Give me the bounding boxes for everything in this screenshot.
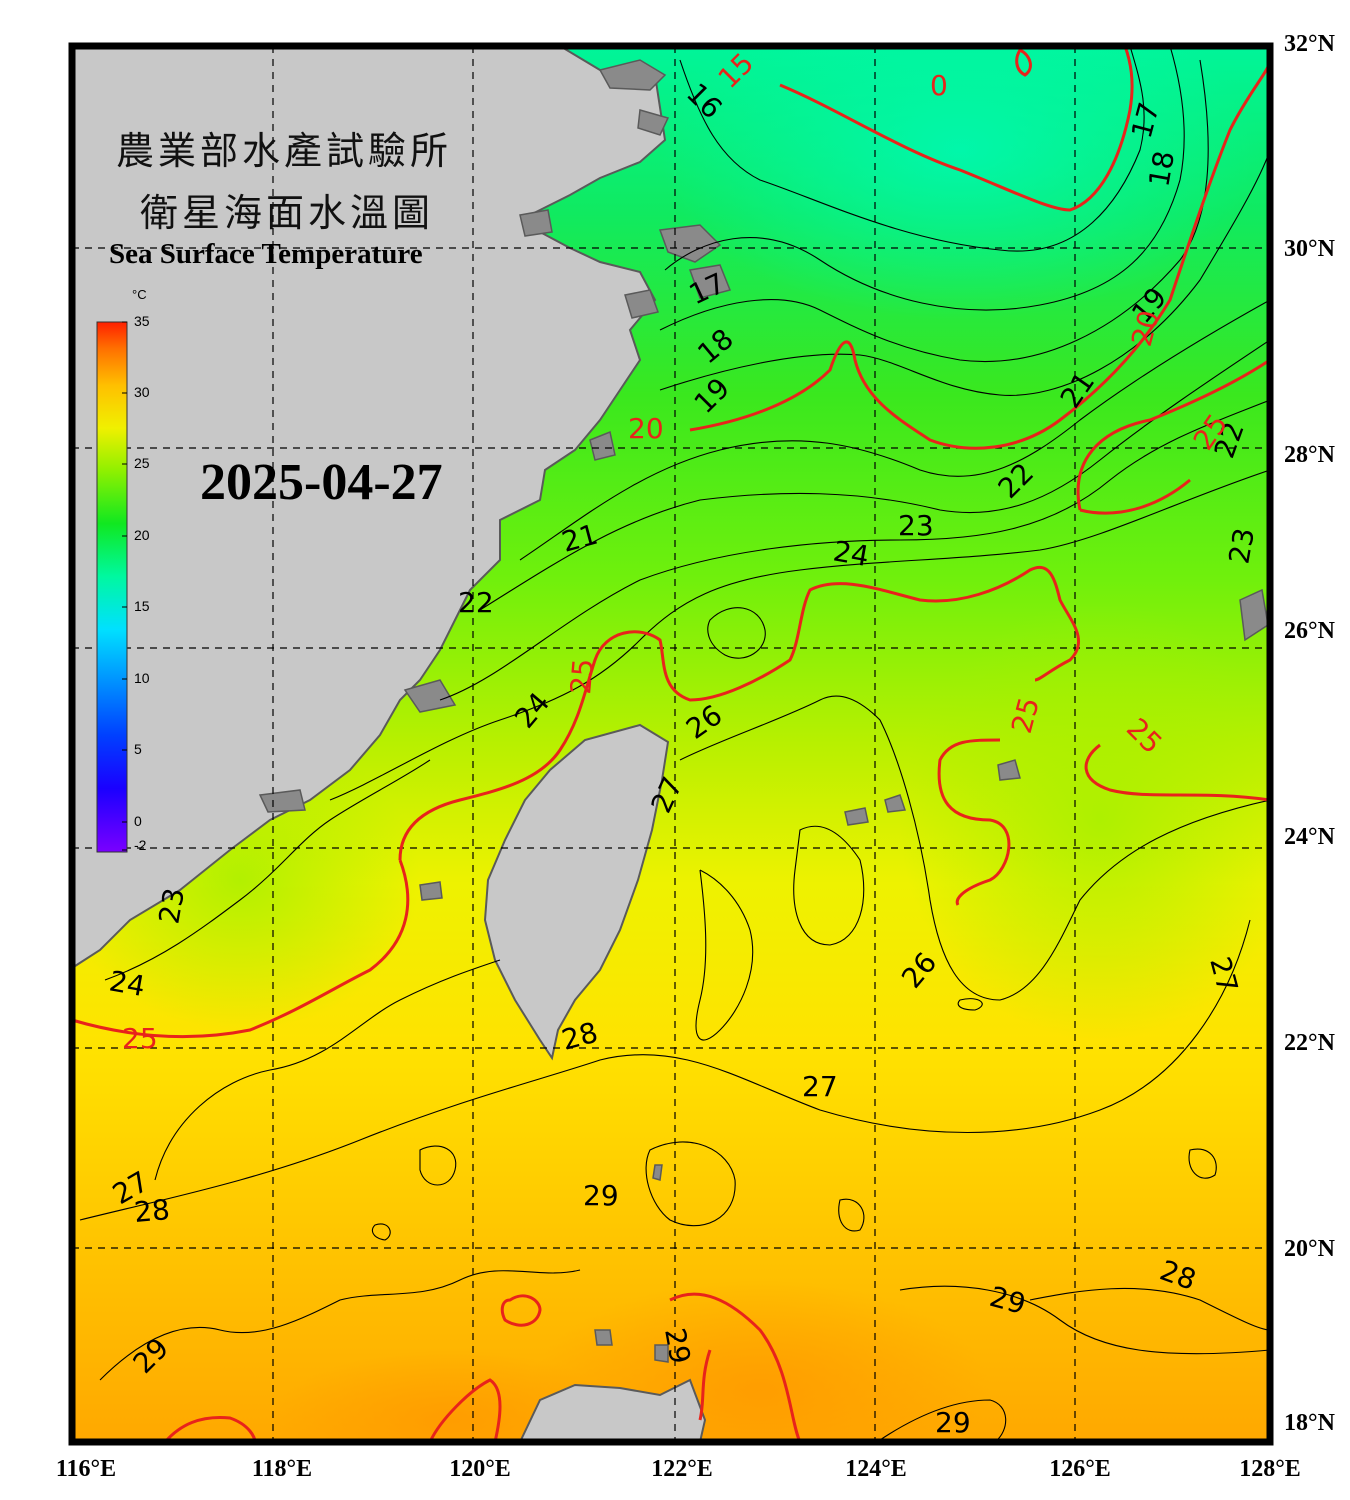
cool-eddy-east xyxy=(900,600,1270,1040)
latitude-label: 32°N xyxy=(1284,31,1335,57)
longitude-label: 116°E xyxy=(55,1456,117,1482)
colorbar-ticks xyxy=(122,321,127,851)
longitude-label: 122°E xyxy=(651,1456,713,1482)
graticule xyxy=(72,46,1270,1442)
contour-label: 29 xyxy=(583,1179,619,1212)
contour-label: 18 xyxy=(1142,148,1181,189)
isotherms-red xyxy=(72,46,1270,1442)
contour-label: 28 xyxy=(133,1193,171,1229)
colorbar-tick-label: 0 xyxy=(134,813,142,829)
latitude-label: 30°N xyxy=(1284,236,1335,262)
latitude-label: 24°N xyxy=(1284,824,1335,850)
latitude-label: 26°N xyxy=(1284,618,1335,644)
contour-label: 25 xyxy=(122,1022,158,1055)
title-english: Sea Surface Temperature xyxy=(109,238,423,270)
luzon-island xyxy=(518,1378,707,1442)
contour-label: 25 xyxy=(564,657,600,695)
map-date: 2025-04-27 xyxy=(200,454,443,511)
contour-label: 27 xyxy=(802,1070,838,1103)
cold-water-pool xyxy=(660,46,1260,320)
colorbar-unit: °C xyxy=(132,287,147,302)
latitude-label: 18°N xyxy=(1284,1410,1335,1436)
taiwan-island xyxy=(483,723,670,1061)
title-chinese-institute: 農業部水產試驗所 xyxy=(116,129,453,173)
china-mainland xyxy=(72,46,667,970)
contour-label: 23 xyxy=(1222,525,1261,566)
ryukyu-islands xyxy=(594,588,1269,1363)
contour-label: 23 xyxy=(152,885,191,926)
contour-label: 29 xyxy=(935,1406,971,1439)
contour-label: 24 xyxy=(831,534,872,573)
colorbar-tick-label: 10 xyxy=(134,670,150,686)
latitude-label: 22°N xyxy=(1284,1030,1335,1056)
contour-label: 0 xyxy=(930,69,948,102)
colorbar-gradient xyxy=(96,321,128,853)
colorbar-tick-label: 15 xyxy=(134,598,150,614)
longitude-label: 120°E xyxy=(449,1456,511,1482)
latitude-label: 28°N xyxy=(1284,442,1335,468)
longitude-label: 126°E xyxy=(1049,1456,1111,1482)
colorbar-tick-label: 20 xyxy=(134,527,150,543)
longitude-label: 124°E xyxy=(845,1456,907,1482)
contour-label: 22 xyxy=(458,586,494,619)
coastal-islands xyxy=(258,59,732,901)
colorbar-tick-label: -2 xyxy=(134,837,147,853)
contour-label: 29 xyxy=(658,1325,697,1366)
colorbar-tick-label: 30 xyxy=(134,384,150,400)
contour-label: 23 xyxy=(898,509,934,542)
contour-label: 24 xyxy=(107,964,148,1003)
title-chinese-map: 衛星海面水溫圖 xyxy=(140,191,435,235)
contour-label: 20 xyxy=(628,412,664,445)
colorbar-tick-label: 35 xyxy=(134,313,150,329)
colorbar-tick-label: 25 xyxy=(134,455,150,471)
latitude-label: 20°N xyxy=(1284,1236,1335,1262)
colorbar xyxy=(96,321,128,853)
map-frame xyxy=(68,42,1274,1446)
colorbar-tick-label: 5 xyxy=(134,741,142,757)
longitude-label: 118°E xyxy=(251,1456,313,1482)
longitude-label: 128°E xyxy=(1239,1456,1301,1482)
